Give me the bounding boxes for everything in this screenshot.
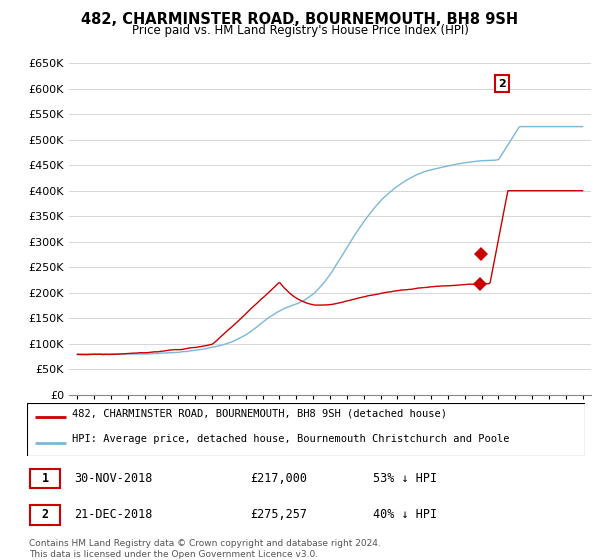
- Text: 2: 2: [41, 508, 49, 521]
- Text: Contains HM Land Registry data © Crown copyright and database right 2024.
This d: Contains HM Land Registry data © Crown c…: [29, 539, 380, 559]
- Text: Price paid vs. HM Land Registry's House Price Index (HPI): Price paid vs. HM Land Registry's House …: [131, 24, 469, 37]
- Text: 53% ↓ HPI: 53% ↓ HPI: [373, 472, 437, 485]
- Text: £275,257: £275,257: [250, 508, 307, 521]
- Text: 21-DEC-2018: 21-DEC-2018: [74, 508, 153, 521]
- Text: £217,000: £217,000: [250, 472, 307, 485]
- Text: HPI: Average price, detached house, Bournemouth Christchurch and Poole: HPI: Average price, detached house, Bour…: [71, 434, 509, 444]
- Text: 1: 1: [41, 472, 49, 485]
- Text: 2: 2: [498, 78, 506, 88]
- Text: 482, CHARMINSTER ROAD, BOURNEMOUTH, BH8 9SH (detached house): 482, CHARMINSTER ROAD, BOURNEMOUTH, BH8 …: [71, 409, 446, 419]
- Text: 40% ↓ HPI: 40% ↓ HPI: [373, 508, 437, 521]
- Text: 30-NOV-2018: 30-NOV-2018: [74, 472, 153, 485]
- Bar: [30, 469, 61, 488]
- Bar: [30, 505, 61, 525]
- Text: 482, CHARMINSTER ROAD, BOURNEMOUTH, BH8 9SH: 482, CHARMINSTER ROAD, BOURNEMOUTH, BH8 …: [82, 12, 518, 27]
